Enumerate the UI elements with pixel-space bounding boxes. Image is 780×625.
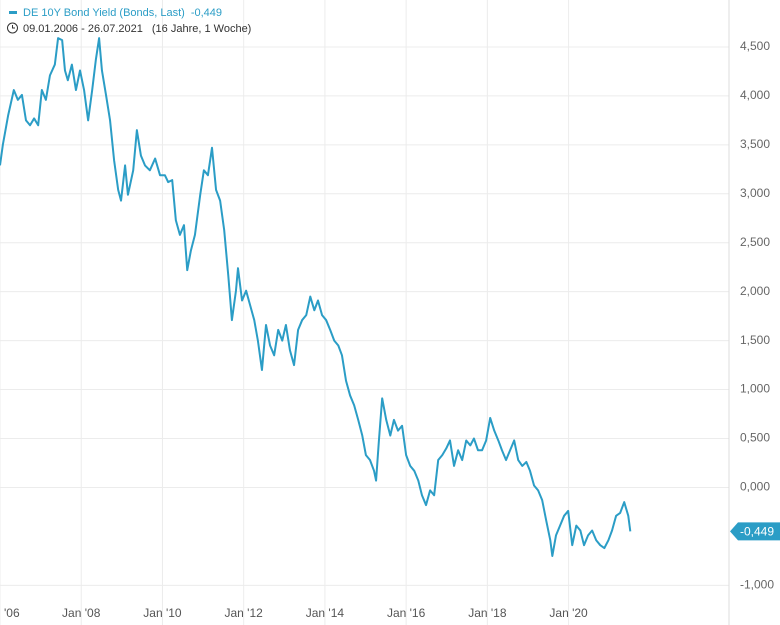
current-value: -0,449 — [191, 7, 222, 19]
price-tag-label: -0,449 — [740, 525, 774, 539]
legend-text: DE 10Y Bond Yield (Bonds, Last) -0,449 — [23, 7, 222, 19]
x-tick-label: Jan '12 — [225, 606, 264, 620]
y-tick-label: 3,000 — [740, 186, 770, 200]
y-tick-label: 0,500 — [740, 431, 770, 445]
clock-hand — [12, 25, 15, 29]
title: DE 10Y Bond Yield (Bonds, Last) — [23, 7, 185, 19]
x-tick-label: Jan '10 — [143, 606, 182, 620]
x-tick-label: Jan '20 — [549, 606, 588, 620]
x-tick-label: Jan '14 — [306, 606, 345, 620]
x-tick-label: Jan '16 — [387, 606, 426, 620]
legend-swatch — [9, 11, 17, 14]
y-tick-label: 4,500 — [740, 39, 770, 53]
x-tick-label: '06 — [4, 606, 20, 620]
grid — [0, 0, 729, 625]
period: 09.01.2006 - 26.07.2021 (16 Jahre, 1 Woch… — [23, 23, 251, 35]
y-tick-label: 1,000 — [740, 382, 770, 396]
y-tick-label: -1,000 — [740, 577, 774, 591]
duration: (16 Jahre, 1 Woche) — [152, 23, 251, 35]
clock-icon — [7, 22, 18, 34]
x-tick-label: Jan '08 — [62, 606, 101, 620]
y-tick-label: 1,500 — [740, 333, 770, 347]
y-tick-label: 0,000 — [740, 480, 770, 494]
period-range: 09.01.2006 - 26.07.2021 — [23, 23, 143, 35]
series-line — [0, 37, 632, 557]
y-tick-label: 3,500 — [740, 137, 770, 151]
y-tick-label: 2,500 — [740, 235, 770, 249]
price-tag — [730, 522, 780, 541]
y-tick-label: 2,000 — [740, 284, 770, 298]
x-tick-label: Jan '18 — [468, 606, 507, 620]
y-tick-label: 4,000 — [740, 88, 770, 102]
